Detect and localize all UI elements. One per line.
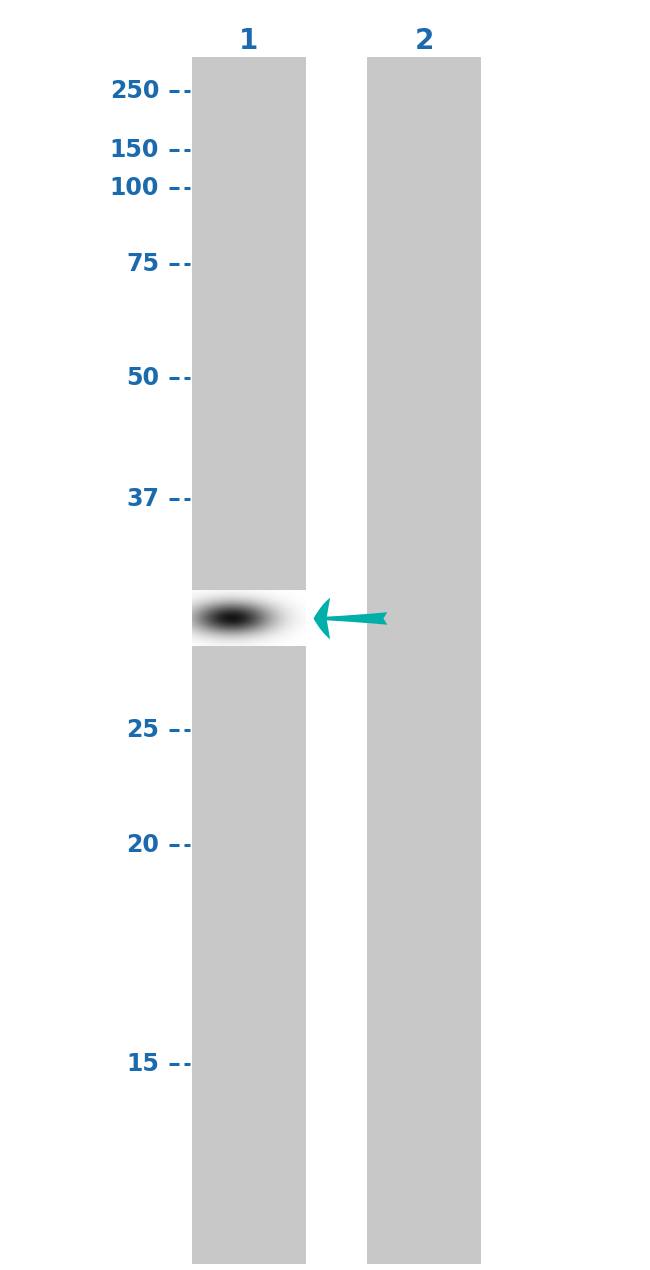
Text: 150: 150: [110, 138, 159, 161]
Text: 20: 20: [126, 833, 159, 856]
Text: 100: 100: [110, 177, 159, 199]
Text: 25: 25: [126, 719, 159, 742]
Text: 250: 250: [110, 80, 159, 103]
Text: 1: 1: [239, 27, 259, 55]
Bar: [192, 57, 306, 1264]
Text: 50: 50: [126, 367, 159, 390]
Text: 15: 15: [126, 1053, 159, 1076]
Bar: [367, 57, 481, 1264]
Text: 37: 37: [126, 488, 159, 511]
Text: 75: 75: [126, 253, 159, 276]
Text: 2: 2: [415, 27, 434, 55]
